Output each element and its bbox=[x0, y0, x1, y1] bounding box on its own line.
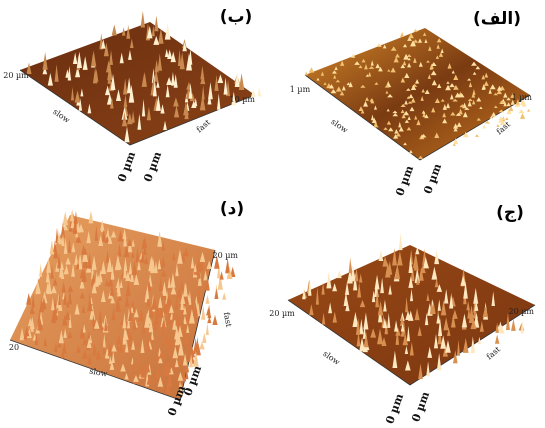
spike bbox=[520, 113, 525, 119]
spike bbox=[239, 73, 244, 90]
spike bbox=[214, 289, 218, 300]
spike bbox=[225, 261, 229, 273]
spike bbox=[202, 333, 206, 343]
axis-end: 1 µm bbox=[290, 85, 311, 94]
spike bbox=[399, 233, 403, 250]
axis-name: fast bbox=[485, 344, 503, 361]
axis-origin: 0 µm bbox=[421, 162, 444, 196]
spike bbox=[376, 43, 381, 46]
axis-origin: 0 µm bbox=[115, 150, 138, 184]
spike bbox=[483, 125, 486, 129]
spike bbox=[112, 24, 117, 35]
spike bbox=[222, 292, 226, 299]
panel-label: (د) bbox=[220, 199, 244, 219]
spike bbox=[326, 272, 331, 289]
axis-name: slow bbox=[89, 367, 109, 379]
axis-name: slow bbox=[321, 349, 341, 367]
surface bbox=[20, 22, 255, 145]
spike bbox=[50, 240, 54, 254]
spike bbox=[495, 334, 499, 343]
spike bbox=[89, 211, 94, 224]
spike bbox=[257, 87, 261, 96]
axis-origin: 0 µm bbox=[383, 392, 406, 426]
spike bbox=[400, 32, 404, 37]
spike bbox=[206, 323, 209, 335]
spike bbox=[39, 263, 42, 276]
panel-label: (الف) bbox=[473, 9, 521, 29]
spike bbox=[212, 315, 217, 325]
spike bbox=[475, 134, 479, 137]
spike bbox=[165, 24, 171, 40]
panel-label: (ب) bbox=[220, 7, 253, 27]
spike bbox=[414, 29, 418, 32]
spike bbox=[379, 250, 384, 261]
axis-end: 20 µm bbox=[212, 251, 238, 260]
spike bbox=[527, 109, 530, 112]
spike bbox=[63, 211, 68, 224]
axis-end: 20 bbox=[9, 343, 19, 352]
axis-end: 1 µm bbox=[512, 93, 533, 102]
spike bbox=[141, 11, 145, 27]
spike bbox=[337, 270, 342, 278]
axis-name: fast bbox=[222, 311, 234, 328]
spike bbox=[519, 109, 524, 113]
spike bbox=[305, 71, 308, 75]
spike bbox=[154, 15, 158, 31]
axis-origin: 0 µm bbox=[141, 150, 164, 184]
axis-end: 20 µm bbox=[3, 71, 29, 80]
spike bbox=[205, 295, 209, 304]
panel-label: (ج) bbox=[496, 203, 524, 223]
spike bbox=[511, 319, 516, 331]
axis-end: 20 µm bbox=[269, 309, 295, 318]
axis-name: slow bbox=[51, 107, 71, 125]
axis-origin: 0 µm bbox=[393, 164, 416, 198]
figure: (الف)0 µm0 µmslowfast1 µm1 µm(ب)0 µm0 µm… bbox=[0, 0, 545, 428]
axis-name: fast bbox=[495, 119, 513, 136]
axis-end: 10 µm bbox=[229, 95, 255, 104]
spike bbox=[309, 67, 315, 72]
axis-end: 20 µm bbox=[508, 307, 534, 316]
spike bbox=[349, 258, 352, 274]
axis-origin: 0 µm bbox=[409, 390, 432, 424]
axis-name: fast bbox=[195, 117, 213, 134]
axis-name: slow bbox=[329, 117, 349, 135]
